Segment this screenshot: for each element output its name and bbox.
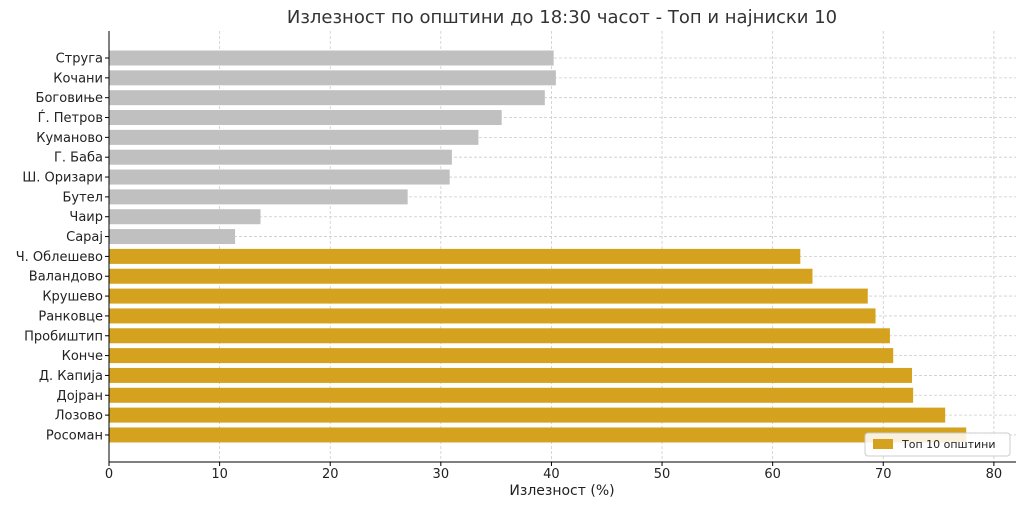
y-ticks: Струга Кочани Боговиње Ѓ. Петров Куманово Г. … — [16, 52, 109, 443]
bar — [109, 209, 261, 225]
bar — [109, 169, 450, 185]
bar — [109, 387, 914, 403]
bar — [109, 268, 813, 284]
x-tick-label: 30 — [433, 467, 450, 482]
y-tick-label: Куманово — [36, 131, 103, 146]
y-tick-label: Кочани — [53, 71, 103, 86]
y-tick-label: Дојран — [57, 389, 103, 404]
bar — [109, 189, 408, 205]
legend: Топ 10 општини — [864, 432, 1011, 457]
y-tick-label: Крушево — [42, 290, 103, 305]
chart-title: Излезност по општини до 18:30 часот - То… — [287, 7, 837, 28]
x-axis-title: Излезност (%) — [509, 483, 614, 499]
bar — [109, 129, 479, 145]
y-tick-label: Г. Баба — [54, 151, 103, 166]
x-tick-label: 40 — [543, 467, 560, 482]
legend-label: Топ 10 општини — [901, 438, 996, 451]
bar — [109, 328, 890, 344]
legend-swatch — [873, 439, 893, 449]
bar — [109, 50, 554, 66]
x-tick-label: 10 — [211, 467, 228, 482]
bar — [109, 427, 967, 443]
bar — [109, 288, 868, 304]
bars — [109, 50, 967, 443]
bar — [109, 229, 236, 245]
y-tick-label: Чаир — [69, 210, 103, 225]
axes — [108, 31, 1016, 463]
x-ticks: 0 10 20 30 40 50 60 70 80 — [105, 462, 1002, 482]
y-tick-label: Ч. Облешево — [16, 250, 103, 265]
x-tick-label: 70 — [875, 467, 892, 482]
y-tick-label: Конче — [62, 349, 103, 364]
x-tick-label: 60 — [764, 467, 781, 482]
y-tick-label: Бутел — [63, 190, 104, 205]
y-tick-label: Ѓ. Петров — [38, 110, 103, 126]
bar — [109, 367, 913, 383]
legend-frame — [864, 432, 1011, 457]
bar — [109, 110, 502, 126]
x-tick-label: 0 — [105, 467, 113, 482]
y-tick-label: Боговиње — [36, 91, 103, 106]
x-tick-label: 50 — [654, 467, 671, 482]
y-tick-label: Лозово — [55, 409, 103, 424]
bar — [109, 308, 876, 324]
bar — [109, 149, 452, 165]
y-tick-label: Пробиштип — [24, 329, 103, 344]
y-tick-label: Ш. Оризари — [22, 171, 103, 186]
y-tick-label: Ранковце — [38, 309, 103, 324]
bar — [109, 248, 801, 264]
x-tick-label: 20 — [322, 467, 339, 482]
y-tick-label: Валандово — [29, 270, 103, 285]
y-tick-label: Росоман — [46, 428, 103, 443]
y-tick-label: Струга — [56, 52, 103, 67]
bar — [109, 407, 946, 423]
y-tick-label: Сарај — [66, 230, 103, 245]
x-tick-label: 80 — [986, 467, 1003, 482]
bar — [109, 70, 556, 86]
bar — [109, 90, 545, 106]
y-tick-label: Д. Капија — [39, 369, 103, 384]
bar — [109, 348, 894, 364]
